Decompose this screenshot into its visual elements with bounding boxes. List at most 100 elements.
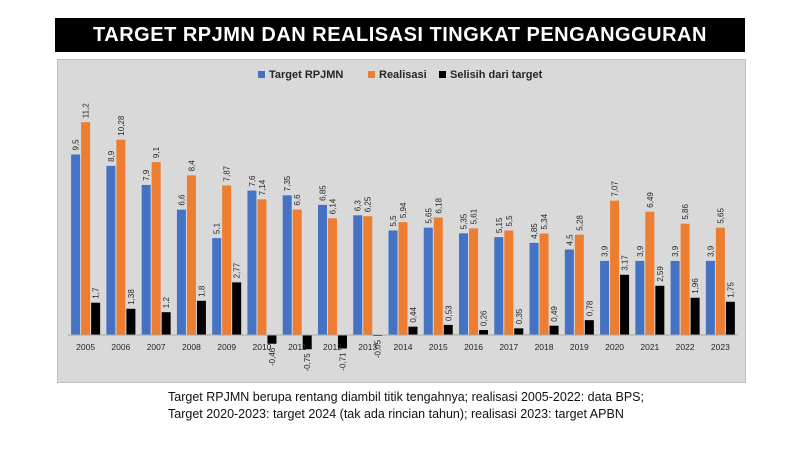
- label-target-2006: 8,9: [107, 150, 116, 162]
- label-realisasi-2011: 6,6: [293, 194, 302, 206]
- label-selisih-2021: 2,59: [656, 266, 665, 282]
- chart-title: TARGET RPJMN DAN REALISASI TINGKAT PENGA…: [55, 18, 745, 52]
- x-tick-2021: 2021: [640, 342, 659, 352]
- bar-selisih-2017: [514, 328, 524, 335]
- bar-target-2021: [635, 260, 645, 335]
- bar-realisasi-2008: [186, 175, 196, 335]
- bar-target-2014: [388, 230, 398, 335]
- label-selisih-2009: 2,77: [233, 262, 242, 278]
- x-tick-2014: 2014: [394, 342, 413, 352]
- label-selisih-2022: 1,96: [691, 278, 700, 294]
- bar-chart: Target RPJMN Realisasi Selisih dari target…: [68, 69, 738, 372]
- label-target-2013: 6,3: [354, 200, 363, 212]
- bar-target-2011: [282, 195, 292, 335]
- bar-target-2007: [141, 184, 151, 335]
- label-target-2018: 4,85: [530, 223, 539, 239]
- bar-target-2012: [317, 204, 327, 335]
- bar-target-2016: [459, 233, 469, 335]
- bar-realisasi-2006: [116, 139, 126, 335]
- bar-target-2013: [353, 215, 363, 335]
- chart-area: Target RPJMN Realisasi Selisih dari target…: [57, 59, 746, 383]
- label-realisasi-2009: 7,87: [223, 165, 232, 181]
- label-realisasi-2007: 9,1: [152, 146, 161, 158]
- bar-realisasi-2018: [539, 233, 549, 335]
- label-selisih-2017: 0,35: [515, 308, 524, 324]
- legend-swatch-realisasi: [368, 71, 375, 78]
- bars-layer: [71, 122, 735, 350]
- bar-realisasi-2012: [327, 218, 337, 335]
- label-target-2021: 3,9: [636, 245, 645, 257]
- bar-realisasi-2022: [680, 223, 690, 335]
- x-tick-2005: 2005: [76, 342, 95, 352]
- label-selisih-2005: 1,7: [92, 287, 101, 299]
- data-labels-layer: 9,5 11,2 1,7 8,9 10,28 1,38 7,9 9,1 1,2 6,6 8,4 1,8…: [72, 103, 736, 372]
- bar-target-2019: [564, 249, 574, 335]
- bar-selisih-2012: [337, 335, 347, 349]
- bar-realisasi-2020: [610, 200, 620, 335]
- label-selisih-2019: 0,78: [585, 300, 594, 316]
- label-target-2010: 7,6: [248, 175, 257, 187]
- label-selisih-2013: -0,05: [374, 339, 383, 358]
- label-selisih-2010: -0,46: [268, 347, 277, 366]
- x-tick-2013: 2013: [358, 342, 377, 352]
- label-target-2007: 7,9: [142, 169, 151, 181]
- label-target-2023: 3,9: [706, 245, 715, 257]
- label-selisih-2016: 0,26: [480, 310, 489, 326]
- label-selisih-2018: 0,49: [550, 306, 559, 322]
- bar-selisih-2009: [232, 282, 242, 335]
- label-realisasi-2010: 7,14: [258, 179, 267, 195]
- x-tick-2010: 2010: [252, 342, 271, 352]
- bar-selisih-2006: [126, 308, 136, 335]
- bar-target-2008: [176, 209, 186, 335]
- x-tick-2018: 2018: [535, 342, 554, 352]
- label-target-2019: 4,5: [565, 234, 574, 246]
- legend: Target RPJMN Realisasi Selisih dari target: [258, 69, 543, 81]
- bar-target-2006: [106, 165, 116, 335]
- bar-target-2015: [423, 227, 433, 335]
- bar-realisasi-2019: [574, 234, 584, 335]
- bar-selisih-2018: [549, 325, 559, 335]
- label-target-2009: 5,1: [213, 222, 222, 234]
- label-selisih-2007: 1,2: [162, 297, 171, 309]
- bar-realisasi-2007: [151, 162, 161, 335]
- label-target-2020: 3,9: [601, 245, 610, 257]
- bar-target-2018: [529, 242, 539, 335]
- label-realisasi-2017: 5,5: [505, 215, 514, 227]
- x-tick-2006: 2006: [111, 342, 130, 352]
- label-target-2011: 7,35: [283, 175, 292, 191]
- label-realisasi-2020: 7,07: [611, 181, 620, 197]
- x-tick-2011: 2011: [288, 342, 307, 352]
- bar-selisih-2010: [267, 335, 277, 344]
- label-selisih-2015: 0,53: [444, 305, 453, 321]
- legend-label-target: Target RPJMN: [269, 69, 343, 81]
- x-tick-2008: 2008: [182, 342, 201, 352]
- label-realisasi-2006: 10,28: [117, 115, 126, 136]
- footnote: Target RPJMN berupa rentang diambil titi…: [168, 389, 768, 423]
- bar-realisasi-2015: [433, 217, 443, 335]
- label-target-2015: 5,65: [424, 208, 433, 224]
- bar-selisih-2016: [479, 330, 489, 335]
- label-realisasi-2019: 5,28: [575, 215, 584, 231]
- label-selisih-2011: -0,75: [303, 353, 312, 372]
- label-realisasi-2008: 8,4: [187, 160, 196, 172]
- x-tick-2007: 2007: [147, 342, 166, 352]
- label-target-2014: 5,5: [389, 215, 398, 227]
- x-tick-2020: 2020: [605, 342, 624, 352]
- x-tick-2019: 2019: [570, 342, 589, 352]
- x-tick-2009: 2009: [217, 342, 236, 352]
- label-target-2016: 5,35: [460, 213, 469, 229]
- label-target-2022: 3,9: [671, 245, 680, 257]
- bar-target-2010: [247, 190, 257, 335]
- bar-target-2009: [212, 238, 222, 335]
- bar-selisih-2020: [620, 274, 630, 335]
- bar-realisasi-2023: [715, 227, 725, 335]
- label-realisasi-2015: 6,18: [434, 197, 443, 213]
- x-tick-labels: 2005 2006 2007 2008 2009 2010 2011 2012 2013 2014…: [76, 342, 730, 352]
- bar-target-2020: [600, 260, 610, 335]
- x-tick-2012: 2012: [323, 342, 342, 352]
- bar-realisasi-2021: [645, 211, 655, 335]
- legend-label-realisasi: Realisasi: [379, 69, 427, 81]
- label-target-2012: 6,85: [318, 185, 327, 201]
- label-realisasi-2013: 6,25: [364, 196, 373, 212]
- label-realisasi-2014: 5,94: [399, 202, 408, 218]
